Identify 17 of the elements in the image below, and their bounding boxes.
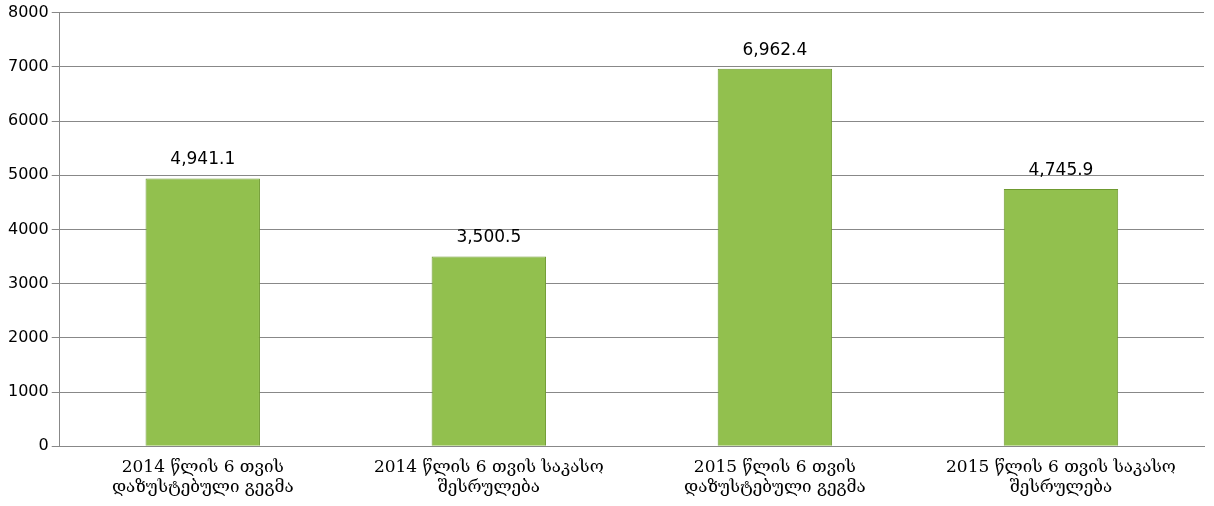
- y-tick-label: 7000: [8, 55, 49, 75]
- y-tick-label: 3000: [8, 272, 49, 292]
- y-tick-label: 4000: [8, 218, 49, 238]
- y-tick-label: 8000: [8, 1, 49, 21]
- y-tick-label: 1000: [8, 381, 49, 401]
- y-tick-label: 5000: [8, 164, 49, 184]
- x-tick-label: 2014 წლის 6 თვის დაზუსტებული გეგმა: [111, 455, 294, 497]
- x-tick-label: 2014 წლის 6 თვის საკასო შესრულება: [373, 455, 604, 497]
- y-tick-label: 6000: [8, 110, 49, 130]
- data-label: 4,745.9: [1028, 158, 1094, 179]
- data-label: 6,962.4: [742, 38, 808, 59]
- x-tick-label: 2015 წლის 6 თვის საკასო შესრულება: [946, 455, 1176, 497]
- y-tick-label: 0: [38, 435, 49, 455]
- x-tick-label: 2015 წლის 6 თვის დაზუსტებული გეგმა: [684, 455, 866, 497]
- y-tick-label: 2000: [8, 326, 49, 346]
- data-label: 4,941.1: [170, 148, 236, 169]
- data-label: 3,500.5: [456, 226, 522, 247]
